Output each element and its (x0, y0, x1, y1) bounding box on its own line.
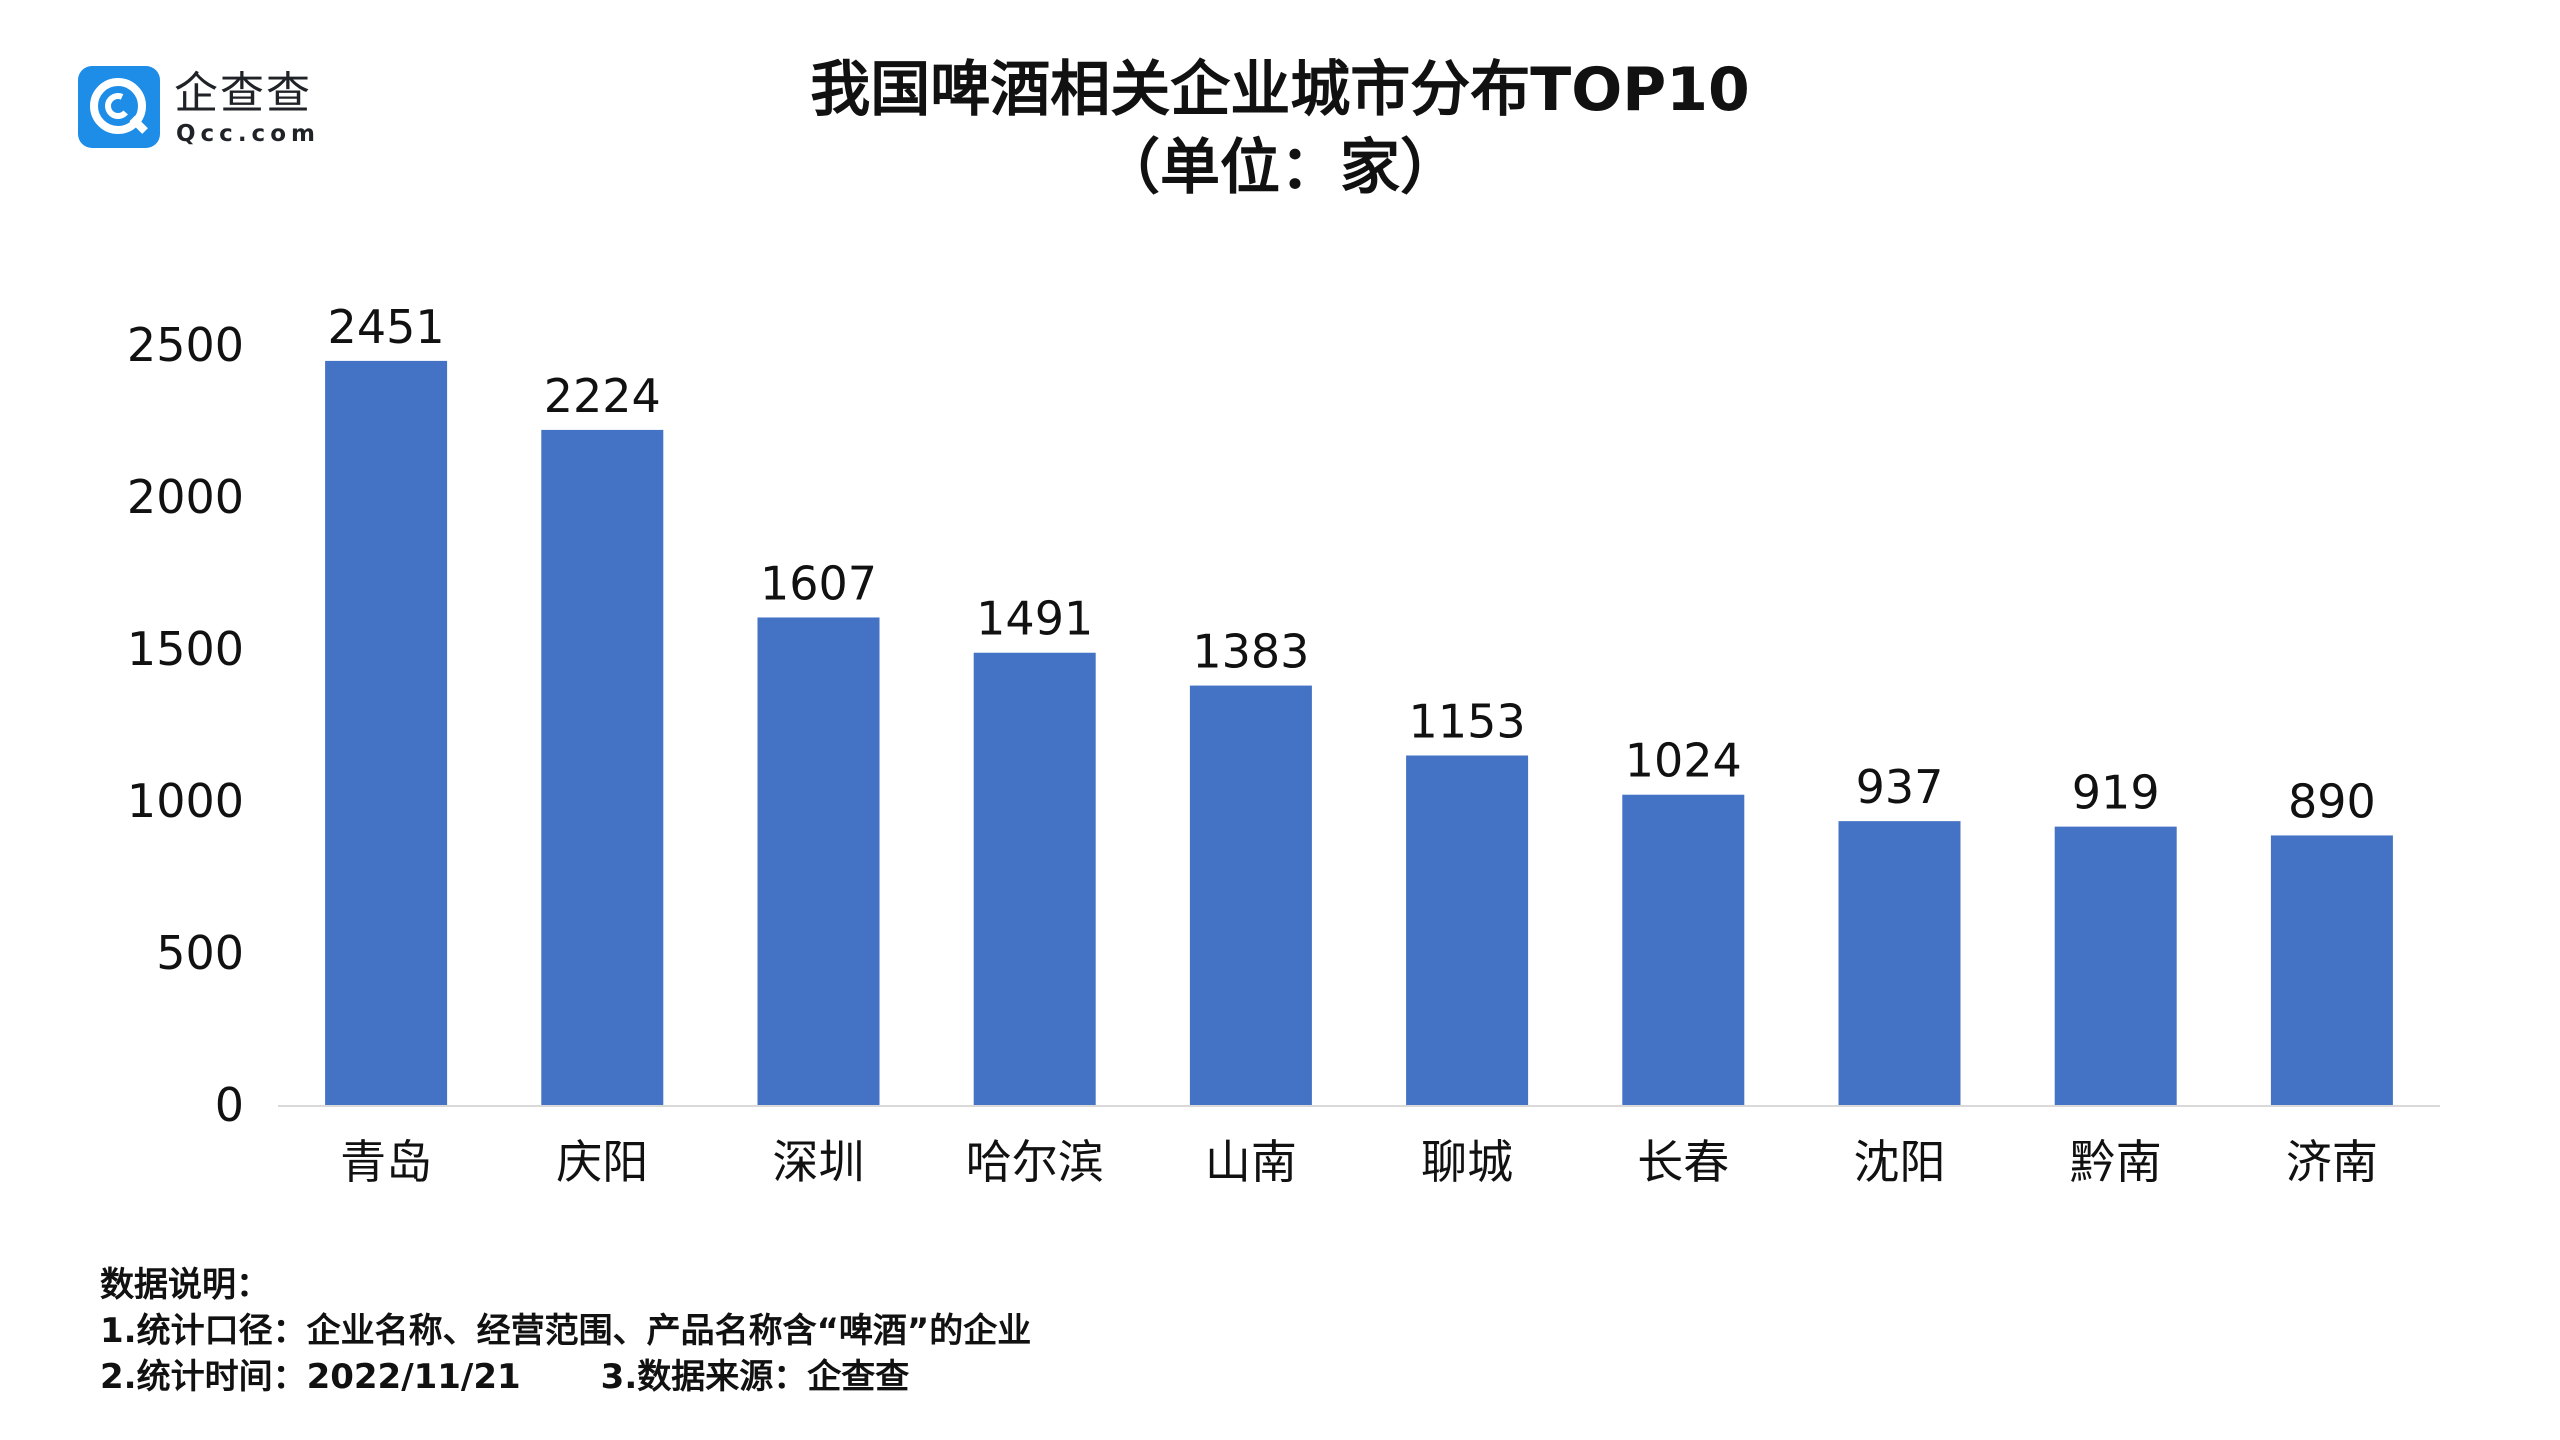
notes-line-1: 1.统计口径：企业名称、经营范围、产品名称含“啤酒”的企业 (100, 1311, 1032, 1351)
qcc-logo-icon (78, 66, 160, 148)
data-label: 1153 (1409, 694, 1526, 748)
notes-stat-time: 2.统计时间：2022/11/21 (100, 1357, 521, 1397)
data-label: 2451 (328, 300, 445, 354)
data-label: 937 (1856, 760, 1944, 814)
y-tick-label: 1500 (127, 622, 244, 676)
qcc-logo: 企查查 Qcc.com (78, 66, 338, 152)
bar (1622, 794, 1745, 1106)
data-label: 2224 (544, 369, 661, 423)
data-label: 1024 (1625, 734, 1742, 788)
bar (1189, 685, 1312, 1106)
x-tick-label: 聊城 (1421, 1135, 1513, 1189)
data-label: 890 (2288, 774, 2376, 828)
chart-title: 我国啤酒相关企业城市分布TOP10 (810, 55, 1750, 125)
x-tick-label: 长春 (1637, 1135, 1729, 1189)
logo-name: 企查查 (174, 68, 312, 119)
data-label: 919 (2072, 766, 2160, 820)
notes-source: 3.数据来源：企查查 (600, 1357, 910, 1397)
y-tick-label: 0 (215, 1078, 244, 1132)
bar (325, 360, 448, 1106)
data-notes: 数据说明： 1.统计口径：企业名称、经营范围、产品名称含“啤酒”的企业 2.统计… (100, 1262, 1031, 1400)
x-tick-label: 黔南 (2070, 1135, 2162, 1189)
data-label: 1607 (760, 556, 877, 610)
x-tick-label: 庆阳 (556, 1135, 648, 1189)
bar (2054, 826, 2177, 1106)
x-tick-label: 沈阳 (1854, 1135, 1946, 1189)
data-label: 1383 (1192, 625, 1309, 679)
y-tick-label: 1000 (127, 774, 244, 828)
bar (541, 429, 664, 1106)
bar (1406, 755, 1529, 1106)
notes-heading: 数据说明： (100, 1265, 270, 1305)
y-tick-label: 2000 (127, 470, 244, 524)
bar-chart: 0 500 1000 1500 2000 2500 2451 青岛 2224 庆阳 1607 深圳 14… (127, 300, 2440, 1189)
notes-line-2: 2.统计时间：2022/11/21 3.数据来源：企查查 (100, 1354, 1031, 1400)
y-tick-label: 2500 (127, 318, 244, 372)
x-tick-label: 山南 (1205, 1135, 1297, 1189)
bar (1838, 821, 1961, 1106)
bar (973, 652, 1096, 1106)
x-tick-label: 深圳 (773, 1135, 865, 1189)
x-tick-label: 青岛 (340, 1135, 432, 1189)
bar (757, 617, 880, 1106)
bar (2270, 835, 2393, 1106)
x-tick-label: 哈尔滨 (966, 1135, 1104, 1189)
chart-subtitle: （单位：家） (1100, 133, 1460, 203)
data-label: 1491 (976, 592, 1093, 646)
x-tick-label: 济南 (2286, 1135, 2378, 1189)
logo-domain: Qcc.com (176, 121, 320, 147)
y-tick-label: 500 (156, 926, 244, 980)
